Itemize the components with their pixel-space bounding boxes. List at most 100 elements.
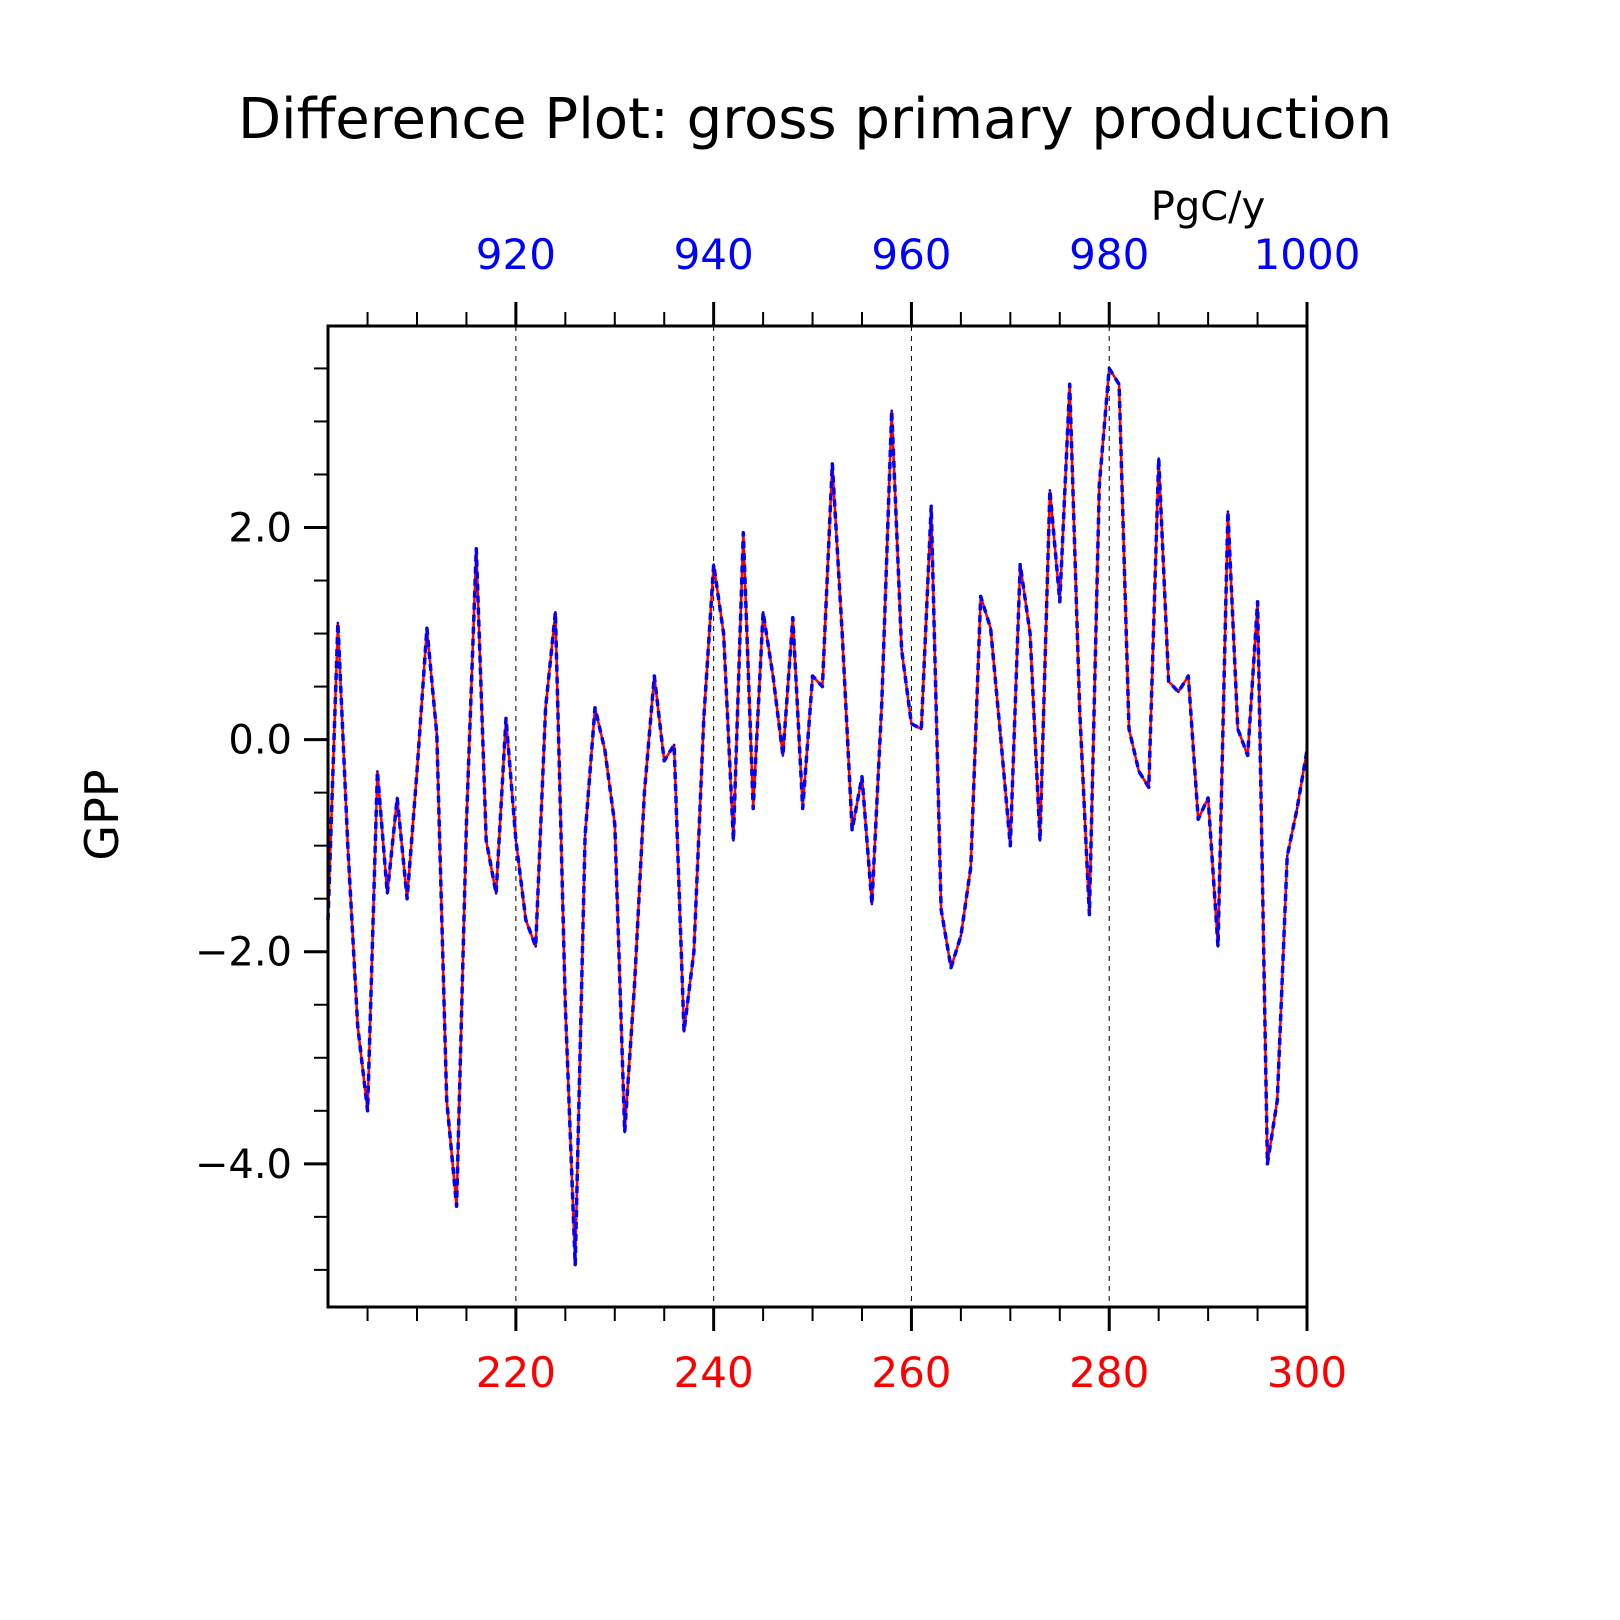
x-top-tick-label: 920 [476,230,556,279]
data-point [386,892,389,895]
data-point [930,505,933,508]
data-point [1295,807,1299,810]
x-bottom-tick-label: 260 [871,1348,951,1397]
data-point [722,632,725,635]
data-point [1167,680,1170,683]
data-point [613,823,616,826]
data-point [1098,483,1101,487]
y-axis-label: GPP [75,769,129,860]
data-point [1206,796,1210,800]
x-top-tick-label: 980 [1069,230,1149,279]
y-tick-label: −2.0 [195,930,292,976]
tick-labels: 220 240 260 280 300 920 940 960 980 1000 2.0 0.0 −2.… [195,230,1361,1397]
data-point [415,770,419,773]
data-point [870,902,874,906]
data-point [1226,510,1230,513]
data-point [1147,786,1151,789]
data-point [534,945,537,948]
data-point [752,807,755,810]
data-point [633,982,636,985]
unit-label: PgC/y [1151,184,1266,230]
data-point [593,706,597,709]
data-point [583,833,587,837]
data-point [1009,844,1012,847]
data-point [1236,727,1240,731]
data-point [1078,706,1081,709]
data-point [405,897,409,900]
data-point [969,865,972,869]
data-point [1058,600,1062,603]
data-point [672,743,676,747]
data-point [425,627,429,630]
x-bottom-tick-label: 220 [476,1348,556,1397]
data-point [346,844,349,847]
data-point [366,1109,369,1113]
x-top-tick-label: 960 [871,230,951,279]
data-point [514,839,518,842]
data-point [742,531,745,534]
data-point [860,775,864,778]
x-bottom-tick-label: 280 [1069,1348,1149,1397]
data-point [910,722,913,725]
data-point [643,791,646,794]
data-point [1048,489,1052,492]
data-point [939,908,943,911]
data-point [880,701,883,704]
data-point [1019,563,1022,566]
plot-frame [326,324,1309,1309]
data-point [623,1130,626,1134]
data-point [1197,818,1200,821]
series-2-points [326,367,1309,1266]
y-tick-label: 2.0 [228,506,292,552]
data-point [1216,945,1220,948]
data-point [603,749,607,752]
data-point [494,892,498,895]
data-point [564,1003,567,1006]
data-point [692,950,696,953]
data-point [1266,1162,1269,1166]
data-point [1088,913,1091,916]
data-point [544,706,547,709]
data-point [356,1024,359,1028]
data-point [702,717,705,720]
data-point [850,828,854,831]
data-point [821,685,824,688]
data-point [396,796,399,800]
data-point [1256,600,1259,603]
series-line-1 [326,367,1309,1266]
data-point [504,717,508,720]
data-point [554,611,557,614]
data-point [435,733,438,736]
data-point [663,759,666,762]
y-tick-label: 0.0 [228,718,292,764]
data-point [485,839,488,842]
data-point [801,807,804,810]
data-point [761,611,765,614]
data-point [841,632,844,635]
x-bottom-tick-label: 240 [674,1348,754,1397]
data-point [1157,457,1160,460]
chart-title: Difference Plot: gross primary productio… [238,87,1392,152]
data-point [831,462,834,466]
data-point [989,627,992,630]
data-point [811,674,814,678]
data-point [1038,839,1042,842]
data-point [999,733,1002,736]
data-point [890,409,893,412]
data-point [1068,383,1071,386]
data-point [524,918,527,922]
data-point [574,1263,577,1266]
data-point [455,1205,458,1208]
data-point [949,966,953,969]
x-top-tick-label: 940 [674,230,754,279]
data-point [1028,632,1032,635]
data-point [1276,1099,1279,1102]
data-point [771,674,775,678]
data-point [475,547,478,550]
data-point [1117,383,1121,386]
data-point [465,823,468,826]
data-point [1246,754,1249,757]
data-point [732,839,735,842]
data-point [1137,770,1141,773]
